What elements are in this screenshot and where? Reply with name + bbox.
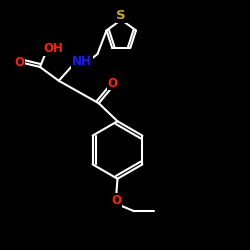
Text: S: S xyxy=(116,9,126,22)
Text: O: O xyxy=(14,56,24,68)
Text: OH: OH xyxy=(43,42,63,56)
Text: O: O xyxy=(108,77,118,90)
Text: O: O xyxy=(111,194,121,207)
Text: NH: NH xyxy=(72,55,92,68)
